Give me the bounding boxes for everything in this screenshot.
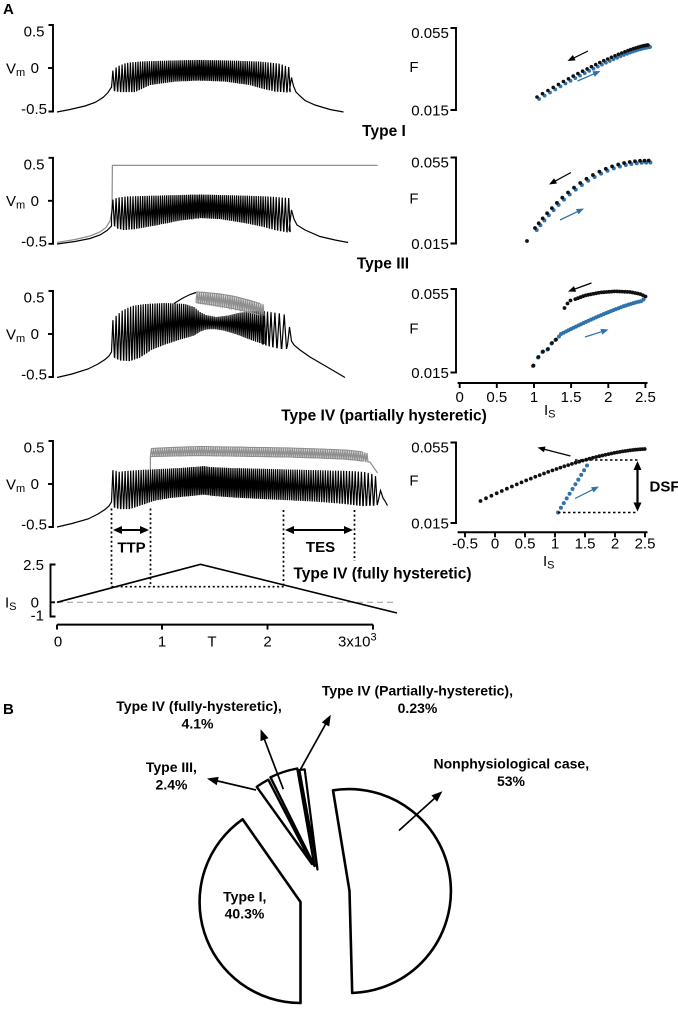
svg-text:0.5: 0.5 <box>486 389 507 406</box>
svg-text:0.055: 0.055 <box>411 286 449 303</box>
svg-text:B: B <box>3 701 14 718</box>
svg-text:0.5: 0.5 <box>24 290 45 307</box>
svg-text:0.055: 0.055 <box>411 25 449 42</box>
svg-text:2: 2 <box>604 389 612 406</box>
svg-text:Type III: Type III <box>357 256 409 273</box>
svg-text:4.1%: 4.1% <box>182 716 214 732</box>
svg-text:0.055: 0.055 <box>411 440 449 457</box>
svg-text:Type IV (partially hysteretic): Type IV (partially hysteretic) <box>281 408 487 425</box>
svg-text:F: F <box>409 190 418 207</box>
svg-text:0.015: 0.015 <box>411 365 449 382</box>
svg-text:F: F <box>409 321 418 338</box>
svg-text:0.015: 0.015 <box>411 236 449 253</box>
svg-text:2: 2 <box>611 536 619 553</box>
svg-text:1.5: 1.5 <box>575 536 596 553</box>
svg-text:0: 0 <box>31 60 39 77</box>
svg-text:0: 0 <box>31 476 39 493</box>
svg-text:-0.5: -0.5 <box>21 233 47 250</box>
svg-text:53%: 53% <box>497 773 526 789</box>
svg-text:1.5: 1.5 <box>561 389 582 406</box>
svg-text:-0.5: -0.5 <box>452 536 478 553</box>
svg-text:0.5: 0.5 <box>24 156 45 173</box>
svg-text:Type I,: Type I, <box>223 888 266 904</box>
svg-text:F: F <box>409 473 418 490</box>
svg-text:0: 0 <box>31 326 39 343</box>
svg-text:1: 1 <box>530 389 538 406</box>
svg-text:T: T <box>207 634 216 651</box>
svg-text:Type IV (fully hysteretic): Type IV (fully hysteretic) <box>293 566 471 583</box>
svg-text:Type IV (Partially-hysteretic): Type IV (Partially-hysteretic), <box>322 683 513 699</box>
svg-text:2.5: 2.5 <box>635 536 656 553</box>
svg-text:40.3%: 40.3% <box>225 906 265 922</box>
svg-text:F: F <box>409 59 418 76</box>
svg-text:-0.5: -0.5 <box>21 517 47 534</box>
svg-text:-0.5: -0.5 <box>21 367 47 384</box>
svg-text:0.23%: 0.23% <box>398 700 438 716</box>
svg-text:0.5: 0.5 <box>24 440 45 457</box>
svg-text:A: A <box>3 1 14 18</box>
svg-text:Type I: Type I <box>362 123 406 140</box>
svg-text:Type IV (fully-hysteretic),: Type IV (fully-hysteretic), <box>116 698 281 714</box>
svg-text:1: 1 <box>551 536 559 553</box>
svg-text:1: 1 <box>158 634 166 651</box>
svg-text:-1: -1 <box>31 608 44 625</box>
svg-text:2.5: 2.5 <box>635 389 656 406</box>
svg-text:2: 2 <box>263 634 271 651</box>
svg-text:-0.5: -0.5 <box>21 101 47 118</box>
svg-text:0: 0 <box>456 389 464 406</box>
svg-text:0: 0 <box>31 193 39 210</box>
svg-text:DSF: DSF <box>650 479 678 496</box>
svg-text:2.5: 2.5 <box>23 557 44 574</box>
svg-text:0: 0 <box>491 536 499 553</box>
svg-text:TTP: TTP <box>117 540 145 557</box>
svg-text:2.4%: 2.4% <box>156 776 188 792</box>
svg-text:0: 0 <box>54 634 62 651</box>
svg-text:0.015: 0.015 <box>411 515 449 532</box>
svg-text:0.055: 0.055 <box>411 155 449 172</box>
svg-text:Nonphysiological case,: Nonphysiological case, <box>433 756 589 772</box>
svg-text:0.5: 0.5 <box>515 536 536 553</box>
svg-text:0.015: 0.015 <box>411 102 449 119</box>
svg-text:TES: TES <box>306 539 335 556</box>
svg-text:Type III,: Type III, <box>146 759 197 775</box>
svg-text:0.5: 0.5 <box>24 24 45 41</box>
